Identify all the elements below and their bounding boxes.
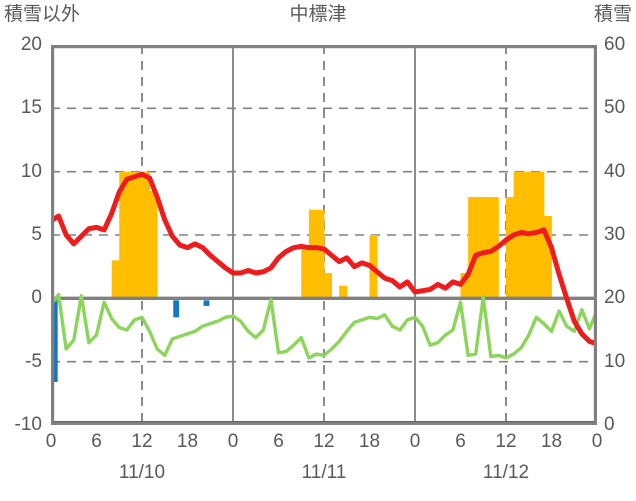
day-label-11-10: 11/10 — [118, 462, 166, 483]
x-axis-tick-9: 6 — [455, 431, 466, 452]
right-axis-tick-10: 10 — [604, 350, 626, 372]
x-axis-tick-6: 12 — [313, 431, 335, 452]
x-axis-tick-11: 18 — [540, 431, 563, 452]
precip-bar-20 — [203, 300, 210, 306]
snow-bar-33 — [301, 247, 310, 299]
snow-bar-10 — [126, 171, 135, 299]
right-axis-tick-20: 20 — [604, 287, 626, 309]
snow-bar-60 — [506, 197, 514, 299]
x-axis-tick-10: 12 — [495, 431, 517, 452]
x-axis-tick-1: 6 — [91, 431, 102, 452]
left-axis-unit-label: 積雪以外 — [4, 4, 81, 25]
snow-bar-57 — [483, 197, 492, 299]
right-axis-tick-60: 60 — [604, 34, 626, 55]
precip-bar-16 — [173, 300, 180, 318]
x-axis-tick-2: 12 — [131, 431, 153, 452]
precip-bar-0 — [51, 300, 58, 382]
x-axis-tick-7: 18 — [358, 431, 381, 452]
right-axis-tick-0: 0 — [604, 414, 615, 435]
x-axis-tick-12: 0 — [591, 431, 603, 452]
chart-canvas — [51, 45, 597, 425]
snow-bar-12 — [142, 171, 150, 299]
left-axis-tick-10: 10 — [20, 160, 42, 182]
snow-bar-8 — [111, 260, 120, 299]
left-axis-tick--5: -5 — [25, 350, 42, 372]
x-axis-tick-8: 0 — [409, 431, 421, 452]
day-label-11-12: 11/12 — [482, 462, 530, 483]
right-axis-tick-30: 30 — [604, 224, 626, 245]
snow-bar-13 — [149, 190, 158, 299]
left-axis-tick-5: 5 — [31, 224, 42, 245]
page-title: 中標津 — [289, 4, 347, 25]
x-axis-tick-0: 0 — [45, 431, 57, 452]
snow-bar-56 — [475, 197, 484, 299]
day-label-11-11: 11/11 — [301, 462, 347, 483]
red-temperature-line — [51, 171, 597, 347]
snow-bar-65 — [543, 216, 552, 299]
snow-bar-36 — [324, 273, 332, 299]
left-axis-tick-15: 15 — [20, 97, 42, 119]
right-axis-tick-40: 40 — [604, 160, 626, 182]
x-axis-tick-3: 18 — [176, 431, 199, 452]
snow-bar-54 — [460, 273, 469, 299]
x-axis-tick-4: 0 — [227, 431, 239, 452]
snow-bar-55 — [468, 197, 477, 299]
x-axis-tick-5: 6 — [273, 431, 284, 452]
plot-area — [51, 45, 597, 425]
snow-bar-9 — [119, 171, 128, 299]
right-axis-tick-50: 50 — [604, 97, 626, 119]
right-axis-unit-label: 積雪 — [593, 4, 632, 25]
plot-frame — [51, 45, 597, 425]
snow-bar-64 — [536, 171, 545, 299]
snow-bar-35 — [316, 209, 325, 299]
left-axis-tick-0: 0 — [31, 287, 42, 309]
snow-bar-11 — [134, 171, 143, 299]
left-axis-tick-20: 20 — [20, 34, 42, 55]
green-line — [51, 292, 597, 360]
snow-bar-38 — [339, 285, 348, 299]
left-axis-tick--10: -10 — [14, 414, 42, 435]
snow-bar-34 — [308, 209, 317, 299]
